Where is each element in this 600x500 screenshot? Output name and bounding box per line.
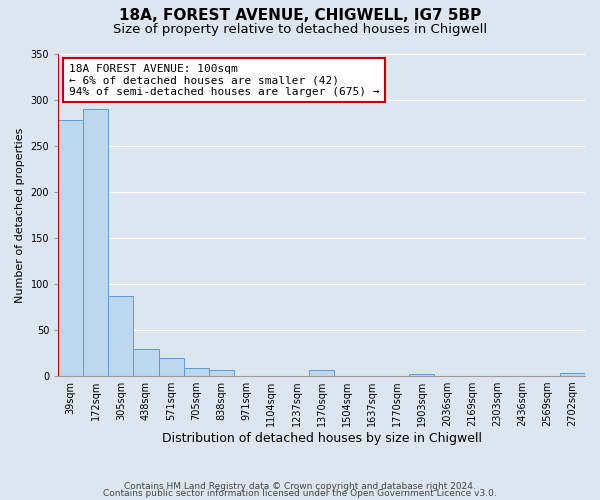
Text: 18A FOREST AVENUE: 100sqm
← 6% of detached houses are smaller (42)
94% of semi-d: 18A FOREST AVENUE: 100sqm ← 6% of detach… <box>69 64 379 97</box>
Bar <box>184 368 209 376</box>
Bar <box>109 296 133 376</box>
Bar <box>133 350 158 376</box>
Bar <box>309 370 334 376</box>
Text: Contains public sector information licensed under the Open Government Licence v3: Contains public sector information licen… <box>103 490 497 498</box>
Text: 18A, FOREST AVENUE, CHIGWELL, IG7 5BP: 18A, FOREST AVENUE, CHIGWELL, IG7 5BP <box>119 8 481 22</box>
Text: Size of property relative to detached houses in Chigwell: Size of property relative to detached ho… <box>113 22 487 36</box>
Text: Contains HM Land Registry data © Crown copyright and database right 2024.: Contains HM Land Registry data © Crown c… <box>124 482 476 491</box>
X-axis label: Distribution of detached houses by size in Chigwell: Distribution of detached houses by size … <box>161 432 482 445</box>
Bar <box>409 374 434 376</box>
Bar <box>560 373 585 376</box>
Bar <box>58 120 83 376</box>
Y-axis label: Number of detached properties: Number of detached properties <box>15 128 25 302</box>
Bar <box>209 370 234 376</box>
Bar <box>158 358 184 376</box>
Bar <box>83 109 109 376</box>
